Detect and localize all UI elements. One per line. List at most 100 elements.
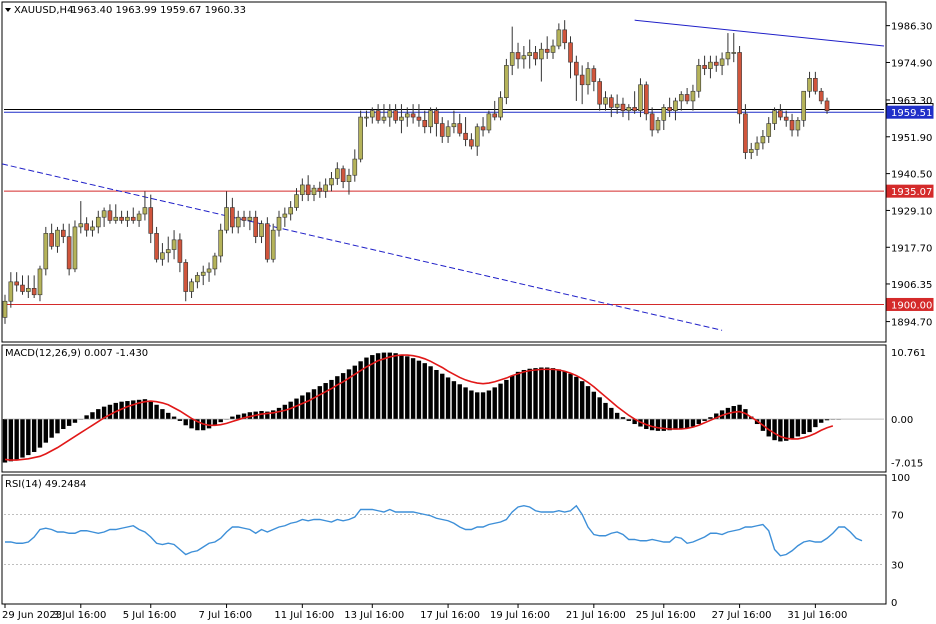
candle[interactable] <box>20 275 25 295</box>
candle[interactable] <box>539 42 544 82</box>
candle[interactable] <box>305 175 311 202</box>
candle[interactable] <box>708 55 713 79</box>
chevron-down-icon[interactable] <box>5 8 11 12</box>
candle[interactable] <box>568 36 573 79</box>
candle[interactable] <box>375 104 381 124</box>
candle[interactable] <box>404 107 410 127</box>
candle[interactable] <box>14 272 19 292</box>
candle[interactable] <box>661 104 667 130</box>
candle[interactable] <box>725 33 731 66</box>
candle[interactable] <box>783 110 789 127</box>
candle[interactable] <box>364 110 369 127</box>
candle[interactable] <box>31 275 37 298</box>
candle[interactable] <box>626 104 632 121</box>
candle[interactable] <box>434 107 439 137</box>
candle[interactable] <box>125 210 130 227</box>
candle[interactable] <box>795 117 801 137</box>
candle[interactable] <box>369 107 375 124</box>
candle[interactable] <box>218 223 224 263</box>
candle[interactable] <box>200 265 206 286</box>
candle[interactable] <box>643 81 649 121</box>
candle[interactable] <box>457 113 463 137</box>
candle[interactable] <box>731 33 737 63</box>
candle[interactable] <box>276 210 282 237</box>
candle[interactable] <box>550 39 556 59</box>
candle[interactable] <box>55 226 60 253</box>
candle[interactable] <box>95 210 101 234</box>
candle[interactable] <box>696 58 702 98</box>
candle[interactable] <box>620 97 626 118</box>
candle[interactable] <box>579 65 585 105</box>
candle[interactable] <box>142 191 148 221</box>
candle[interactable] <box>649 107 655 137</box>
candle[interactable] <box>498 91 503 121</box>
candle[interactable] <box>72 220 78 273</box>
candle[interactable] <box>247 210 253 231</box>
candle[interactable] <box>154 226 159 263</box>
candle[interactable] <box>789 113 795 137</box>
candle[interactable] <box>754 136 760 156</box>
candle[interactable] <box>259 220 264 244</box>
candle[interactable] <box>585 62 591 95</box>
candle[interactable] <box>445 120 451 143</box>
rsi-panel[interactable] <box>1 474 887 605</box>
candle[interactable] <box>160 243 165 266</box>
candle[interactable] <box>410 104 416 124</box>
candle[interactable] <box>480 117 486 137</box>
candle[interactable] <box>544 36 550 59</box>
candle[interactable] <box>282 207 288 227</box>
candle[interactable] <box>195 272 200 289</box>
candle[interactable] <box>78 201 84 234</box>
candle[interactable] <box>713 55 719 72</box>
candle[interactable] <box>393 104 398 124</box>
candle[interactable] <box>346 168 352 195</box>
candle[interactable] <box>265 217 270 263</box>
candle[interactable] <box>597 78 602 111</box>
candle[interactable] <box>486 110 492 134</box>
candle[interactable] <box>527 39 533 69</box>
candle[interactable] <box>422 110 428 134</box>
candle[interactable] <box>772 107 777 130</box>
candle[interactable] <box>673 97 678 121</box>
candle[interactable] <box>667 97 672 118</box>
candle[interactable] <box>171 230 177 260</box>
candle[interactable] <box>760 130 766 150</box>
candle[interactable] <box>241 210 247 227</box>
candle[interactable] <box>684 88 690 105</box>
candle[interactable] <box>317 181 323 198</box>
candle[interactable] <box>2 294 8 324</box>
candle[interactable] <box>609 94 614 118</box>
candle[interactable] <box>119 210 124 224</box>
candle[interactable] <box>43 226 49 276</box>
candle[interactable] <box>632 91 637 114</box>
candle[interactable] <box>381 104 387 124</box>
candle[interactable] <box>340 165 346 189</box>
candle[interactable] <box>37 265 43 302</box>
candle[interactable] <box>8 272 14 308</box>
candle[interactable] <box>399 104 404 134</box>
candle[interactable] <box>335 162 340 185</box>
candle[interactable] <box>329 172 334 192</box>
candle[interactable] <box>474 123 480 156</box>
candle[interactable] <box>743 104 748 160</box>
candle[interactable] <box>66 223 72 276</box>
candle[interactable] <box>311 184 317 202</box>
candle[interactable] <box>562 20 567 50</box>
candle[interactable] <box>387 104 393 127</box>
candle[interactable] <box>766 117 772 143</box>
candle[interactable] <box>358 110 363 163</box>
candle[interactable] <box>655 117 661 134</box>
candle[interactable] <box>177 233 183 273</box>
candle[interactable] <box>300 178 305 202</box>
candle[interactable] <box>101 207 107 227</box>
candle[interactable] <box>288 201 293 221</box>
candle[interactable] <box>504 58 509 105</box>
candle[interactable] <box>521 46 527 69</box>
candle[interactable] <box>678 91 684 111</box>
candle[interactable] <box>235 210 241 234</box>
candle[interactable] <box>492 100 498 121</box>
candle[interactable] <box>515 42 521 69</box>
candle[interactable] <box>224 191 229 234</box>
candle[interactable] <box>113 204 119 224</box>
